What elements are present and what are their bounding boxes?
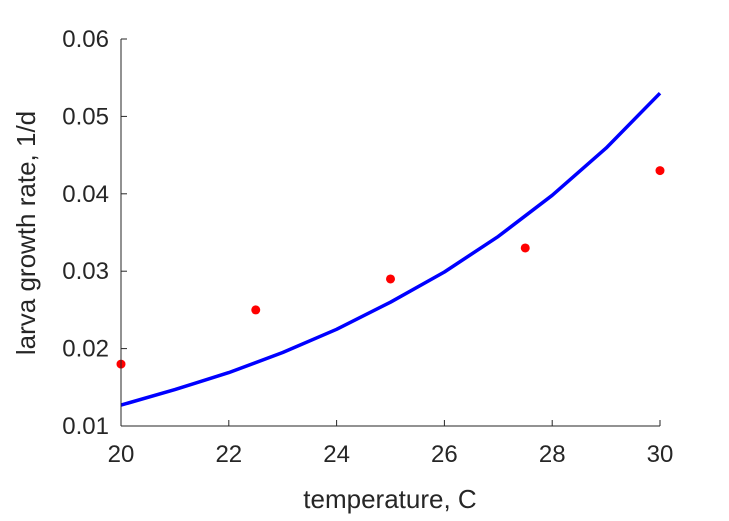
data-point <box>251 305 261 315</box>
x-tick-label: 30 <box>647 441 674 468</box>
y-axis: 0.01 0.02 0.03 0.04 0.05 0.06 <box>62 26 127 440</box>
x-tick-label: 24 <box>323 441 350 468</box>
y-tick-label: 0.01 <box>62 413 109 440</box>
x-tick-label: 20 <box>108 441 135 468</box>
fit-curve <box>120 91 662 407</box>
x-tick-label: 26 <box>431 441 458 468</box>
data-point <box>520 243 530 253</box>
y-tick-label: 0.04 <box>62 181 109 208</box>
data-point <box>655 166 665 176</box>
y-tick-label: 0.05 <box>62 103 109 130</box>
data-point <box>386 274 395 284</box>
y-tick-label: 0.03 <box>62 258 109 285</box>
x-axis-title: temperature, C <box>303 484 476 514</box>
y-tick-label: 0.02 <box>62 336 109 363</box>
x-axis: 20 22 24 26 28 30 <box>108 420 674 468</box>
x-tick-label: 28 <box>539 441 566 468</box>
x-tick-label: 22 <box>215 441 242 468</box>
y-tick-label: 0.06 <box>62 26 109 53</box>
plot-area <box>116 91 665 407</box>
y-axis-title: larva growth rate, 1/d <box>11 111 41 355</box>
